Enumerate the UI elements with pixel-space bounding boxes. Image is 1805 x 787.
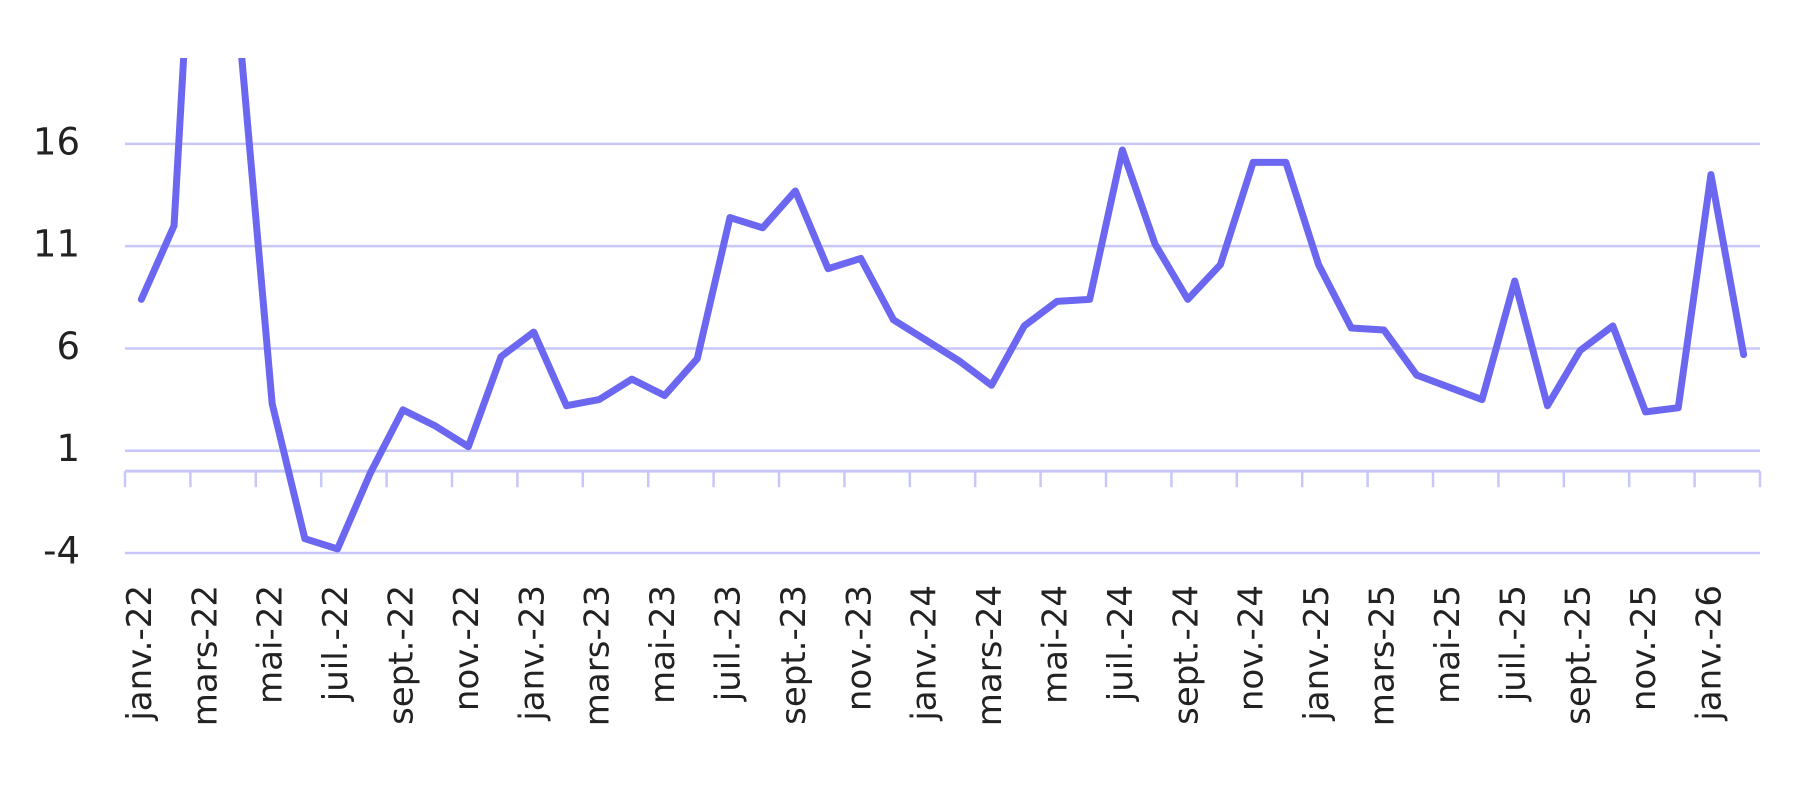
- x-tick-label: mars-23: [578, 585, 618, 726]
- x-tick-label: mai-24: [1035, 585, 1075, 704]
- x-tick-label: janv.-26: [1689, 585, 1729, 722]
- x-tick-label: janv.-24: [905, 585, 945, 722]
- x-tick-label: janv.-23: [512, 585, 552, 722]
- x-tick-label: sept.-22: [381, 585, 421, 725]
- x-tick-label: sept.-24: [1166, 585, 1206, 725]
- y-tick-label: 11: [33, 223, 80, 266]
- line: [137, 58, 1748, 553]
- x-tick-label: janv.-22: [120, 585, 160, 722]
- x-tick-label: mai-22: [251, 585, 291, 704]
- x-tick-label: nov.-25: [1624, 585, 1664, 711]
- y-tick-label: 6: [56, 325, 80, 368]
- x-tick-label: juil.-22: [316, 585, 356, 702]
- x-tick-label: juil.-23: [708, 585, 748, 702]
- x-tick-label: mai-25: [1428, 585, 1468, 704]
- x-tick-label: nov.-24: [1232, 585, 1272, 711]
- x-tick-label: juil.-24: [1101, 585, 1141, 702]
- x-tick-label: sept.-23: [774, 585, 814, 725]
- y-tick-label: -4: [43, 530, 80, 573]
- y-tick-label: 1: [56, 427, 80, 470]
- x-tick-label: janv.-25: [1297, 585, 1337, 722]
- y-tick-label: 16: [33, 120, 80, 163]
- x-tick-label: sept.-25: [1559, 585, 1599, 725]
- x-tick-label: mai-23: [643, 585, 683, 704]
- x-tick-label: mars-24: [970, 585, 1010, 726]
- x-tick-label: juil.-25: [1493, 585, 1533, 702]
- x-tick-label: mars-22: [185, 585, 225, 726]
- x-tick-label: mars-25: [1362, 585, 1402, 726]
- x-tick-label: nov.-23: [839, 585, 879, 711]
- x-tick-label: nov.-22: [447, 585, 487, 711]
